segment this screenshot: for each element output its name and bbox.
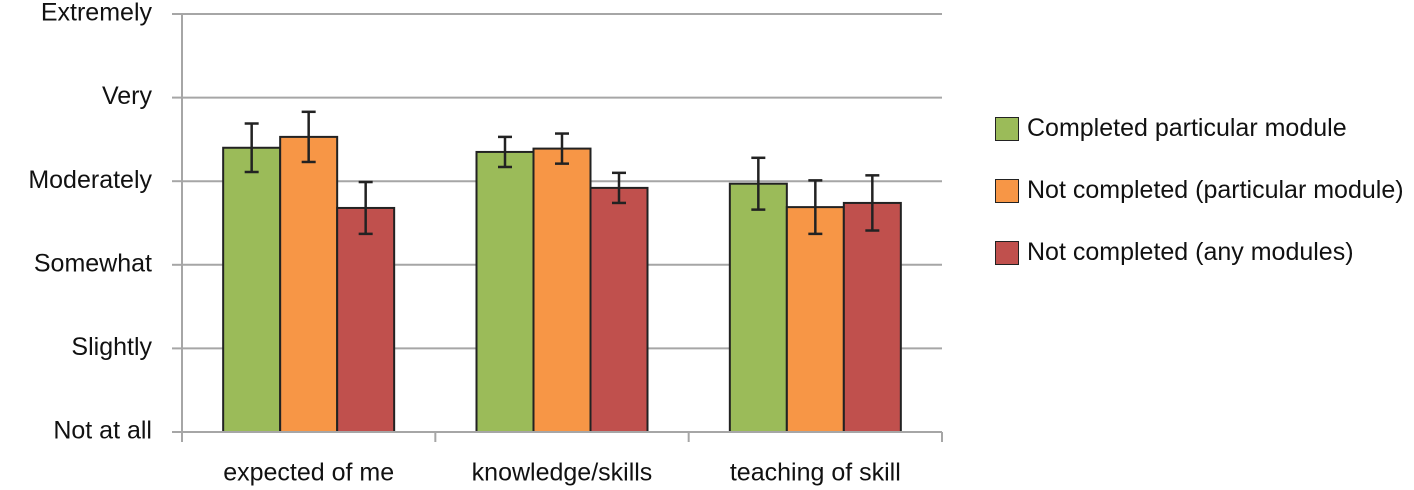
y-tick-label: Slightly — [71, 333, 152, 361]
y-tick-label: Somewhat — [34, 249, 152, 277]
y-tick-label: Not at all — [53, 417, 152, 445]
bar — [222, 146, 282, 433]
bar — [336, 206, 396, 433]
legend-label: Not completed (particular module) — [1027, 176, 1404, 204]
y-tick-label: Extremely — [41, 0, 153, 27]
y-tick-label: Moderately — [28, 166, 152, 194]
legend-swatch — [995, 241, 1019, 265]
bar — [785, 206, 845, 433]
legend-item: Not completed (any modules) — [995, 232, 1405, 272]
x-tick-label: teaching of skill — [730, 459, 901, 487]
legend-label: Completed particular module — [1027, 114, 1347, 142]
bar — [279, 135, 339, 433]
legend: Completed particular module Not completed… — [995, 108, 1405, 294]
bar — [728, 182, 788, 433]
legend-label: Not completed (any modules) — [1027, 238, 1354, 266]
bar — [532, 147, 592, 433]
bar — [475, 150, 535, 433]
x-tick-label: knowledge/skills — [472, 459, 653, 487]
legend-item: Completed particular module — [995, 108, 1405, 148]
legend-swatch — [995, 179, 1019, 203]
bar — [589, 186, 649, 433]
x-tick-label: expected of me — [223, 459, 394, 487]
legend-swatch — [995, 117, 1019, 141]
y-tick-label: Very — [102, 82, 153, 110]
chart: Not at all Slightly Somewhat Moderately Very… — [28, 0, 943, 487]
bar — [842, 201, 902, 433]
legend-item: Not completed (particular module) — [995, 170, 1405, 210]
